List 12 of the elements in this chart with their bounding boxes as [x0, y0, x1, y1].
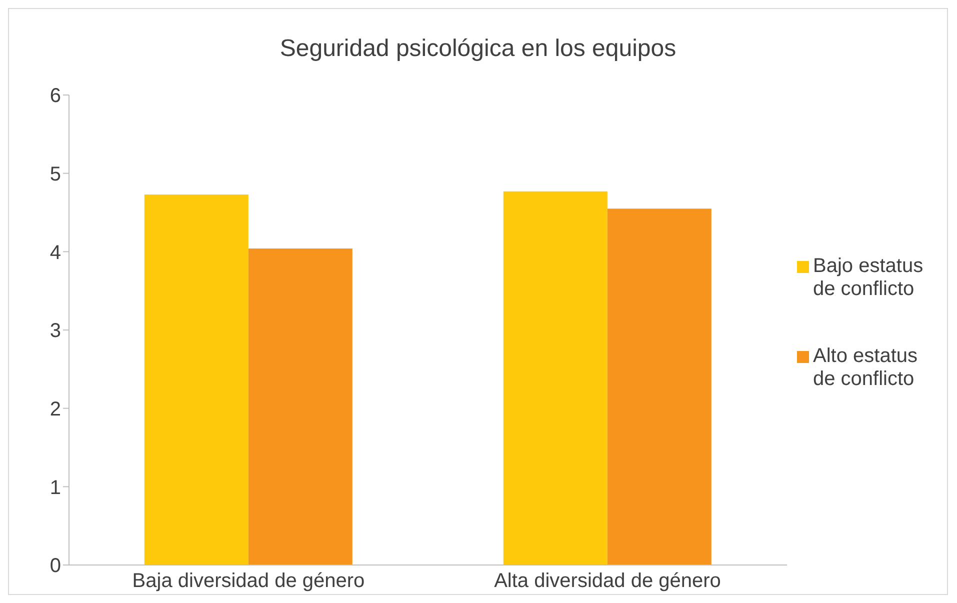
legend-label: Alto estatus de conflicto: [813, 345, 919, 391]
y-tick-label: 4: [50, 242, 61, 264]
chart-title: Seguridad psicológica en los equipos: [278, 34, 678, 64]
y-tick-label: 6: [50, 85, 61, 108]
y-tick-label: 2: [50, 398, 61, 420]
y-tick-label: 1: [50, 476, 61, 499]
x-tick-label: Alta diversidad de género: [494, 570, 721, 592]
y-tick-label: 3: [50, 320, 61, 342]
y-tick-label: 5: [50, 163, 61, 186]
x-tick-label: Baja diversidad de género: [132, 570, 365, 592]
y-tick-label: 0: [50, 555, 61, 578]
legend-label: Bajo estatus de conflicto: [813, 255, 924, 301]
